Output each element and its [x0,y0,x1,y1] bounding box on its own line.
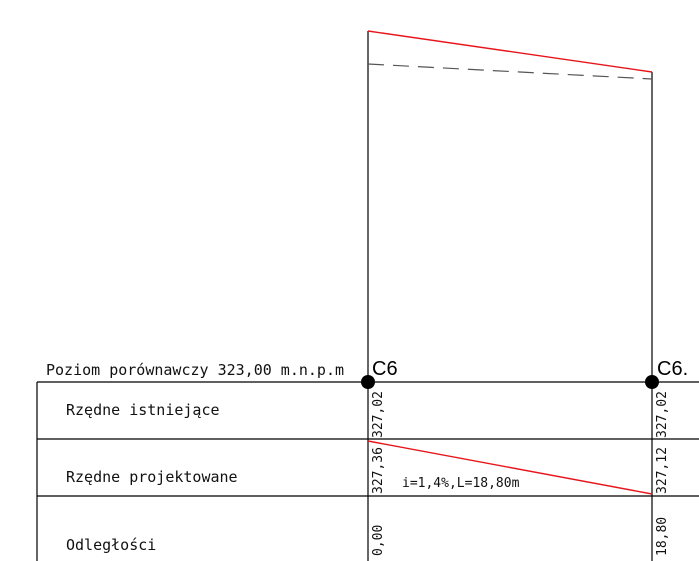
segment-slope-label: i=1,4%,L=18,80m [402,476,520,491]
node-label-c6: C6 [372,358,398,380]
row-label-distance: Odległości [66,536,156,554]
node-label-c6a: C6. [657,358,688,380]
design-profile-line [367,30,653,73]
row-label-existing: Rzędne istniejące [66,401,220,419]
value-distance-start: 0,00 [371,525,386,556]
design-table-line [367,440,653,495]
node-marker-c6a [645,375,659,389]
row-label-design: Rzędne projektowane [66,468,238,486]
value-distance-end: 18,80 [655,517,670,556]
value-design-start: 327,36 [371,447,386,494]
datum-label: Poziom porównawczy 323,00 m.n.p.m [46,361,344,379]
node-marker-c6 [361,375,375,389]
value-design-end: 327,12 [655,447,670,494]
value-existing-end: 327,02 [655,391,670,438]
existing-terrain-line [367,63,653,80]
value-existing-start: 327,02 [371,391,386,438]
